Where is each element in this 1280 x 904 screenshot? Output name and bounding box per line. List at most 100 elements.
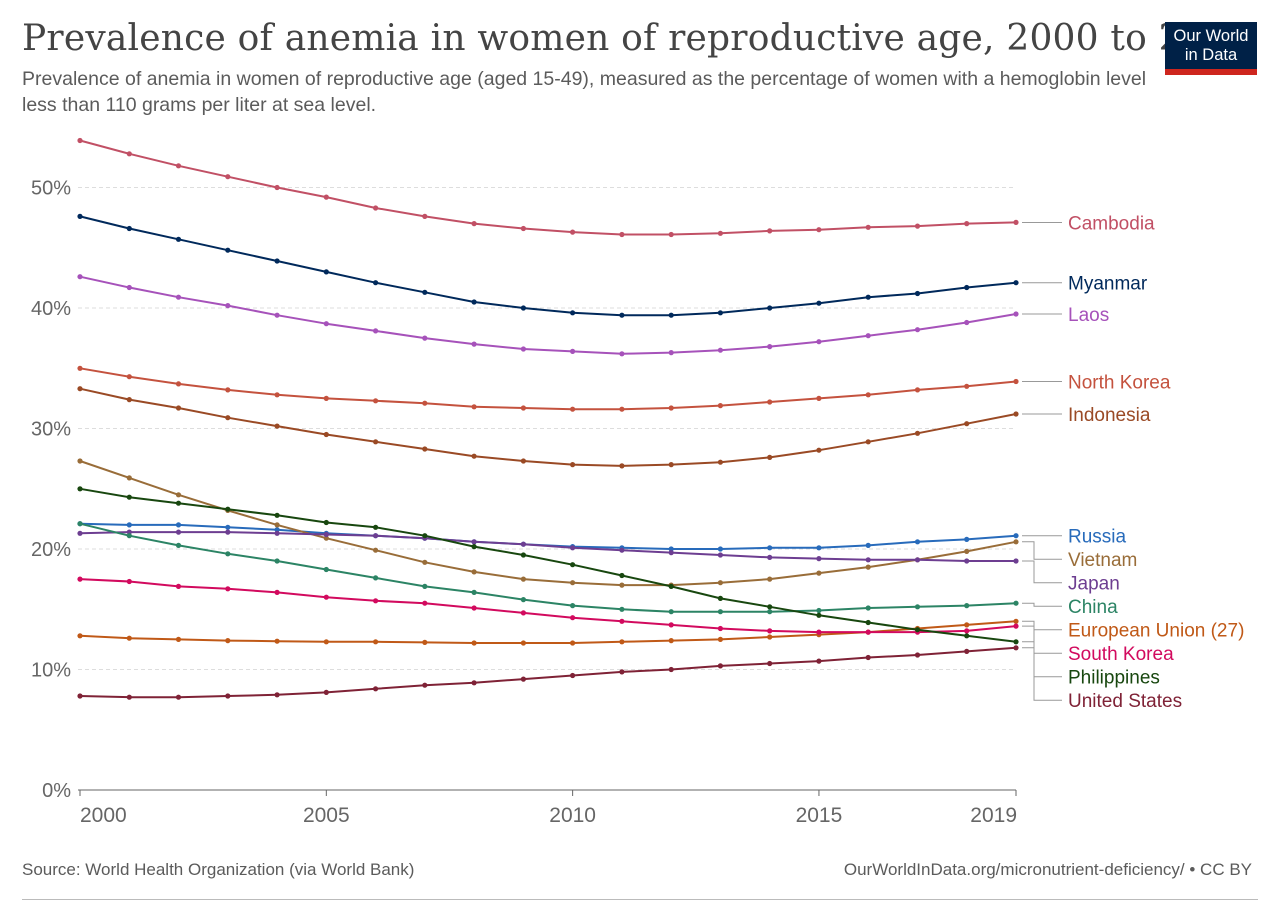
data-point — [816, 395, 822, 401]
data-point — [767, 660, 773, 667]
data-point — [373, 524, 379, 530]
data-point — [323, 321, 329, 327]
data-point — [619, 231, 625, 238]
data-point — [865, 392, 871, 398]
data-point — [717, 552, 724, 558]
data-point — [373, 639, 379, 645]
data-point — [964, 628, 970, 634]
data-point — [570, 603, 576, 609]
owid-logo[interactable]: Our World in Data — [1165, 22, 1257, 75]
data-point — [717, 230, 724, 236]
series-line — [79, 487, 1017, 643]
data-point — [1013, 280, 1019, 286]
data-point — [323, 535, 329, 541]
series-labels: Cambodia Myanmar Laos North Korea Indonesia R… — [1022, 213, 1244, 712]
series-line — [79, 275, 1017, 355]
data-point — [77, 137, 83, 144]
data-point — [126, 151, 132, 157]
data-point — [175, 500, 182, 506]
data-point — [816, 629, 822, 635]
label-japan: Japan — [1068, 574, 1120, 595]
data-point — [964, 648, 970, 655]
series-line — [79, 460, 1017, 587]
data-point — [1013, 219, 1019, 225]
data-point — [767, 609, 773, 615]
data-point — [126, 397, 132, 403]
label-china: China — [1068, 597, 1118, 618]
label-leader — [1022, 641, 1062, 678]
data-point — [865, 619, 871, 626]
data-point — [1013, 311, 1019, 317]
data-point — [570, 348, 576, 354]
series-line — [79, 578, 1017, 634]
data-point — [323, 531, 329, 538]
data-point — [570, 672, 576, 679]
data-point — [767, 554, 773, 561]
data-point — [668, 583, 674, 590]
data-point — [175, 636, 182, 643]
data-point — [175, 236, 182, 242]
data-point — [274, 184, 280, 191]
data-point — [225, 174, 231, 180]
logo-line-2: in Data — [1184, 46, 1238, 64]
data-point — [422, 213, 428, 219]
data-point — [471, 404, 477, 410]
data-point — [373, 575, 379, 581]
series-line — [79, 522, 1017, 613]
data-point — [323, 194, 329, 200]
data-point — [619, 312, 625, 318]
data-point — [914, 430, 921, 436]
label-leader — [1022, 625, 1062, 654]
data-point — [668, 405, 674, 411]
data-point — [520, 610, 527, 616]
data-point — [520, 225, 527, 232]
data-point — [422, 446, 428, 452]
series-russia — [77, 521, 1019, 552]
data-point — [767, 634, 773, 640]
data-point — [175, 405, 182, 411]
data-point — [1013, 539, 1019, 545]
data-point — [865, 654, 871, 661]
data-point — [914, 652, 921, 658]
label-leader — [1022, 541, 1062, 560]
data-point — [865, 439, 871, 445]
x-tick-label: 2010 — [549, 804, 596, 827]
data-point — [274, 392, 280, 398]
label-leader — [1022, 620, 1062, 631]
data-point — [717, 609, 724, 615]
data-point — [225, 524, 231, 530]
data-point — [619, 547, 625, 553]
data-point — [520, 305, 527, 311]
data-point — [816, 545, 822, 551]
data-point — [471, 221, 477, 227]
data-point — [225, 693, 231, 699]
data-point — [471, 680, 477, 686]
series-line — [79, 367, 1017, 411]
data-point — [471, 299, 477, 305]
data-point — [126, 494, 132, 500]
data-point — [865, 542, 871, 549]
data-point — [964, 284, 970, 291]
data-point — [126, 225, 132, 232]
series-laos — [77, 274, 1019, 357]
data-point — [668, 550, 674, 556]
data-point — [520, 458, 527, 464]
data-point — [520, 541, 527, 547]
data-point — [816, 227, 822, 233]
data-point — [570, 229, 576, 235]
series-cambodia — [77, 137, 1019, 238]
series-philippines — [77, 486, 1019, 645]
data-point — [668, 609, 674, 615]
data-point — [175, 294, 182, 300]
source-link[interactable]: OurWorldInData.org/micronutrient-deficie… — [843, 860, 1252, 879]
x-tick-label: 2015 — [796, 804, 843, 827]
data-point — [619, 406, 625, 412]
label-north-korea: North Korea — [1068, 373, 1171, 394]
data-point — [1013, 411, 1019, 417]
data-point — [126, 694, 132, 700]
data-point — [175, 381, 182, 387]
data-point — [175, 694, 182, 700]
data-point — [865, 557, 871, 563]
data-point — [77, 521, 83, 527]
